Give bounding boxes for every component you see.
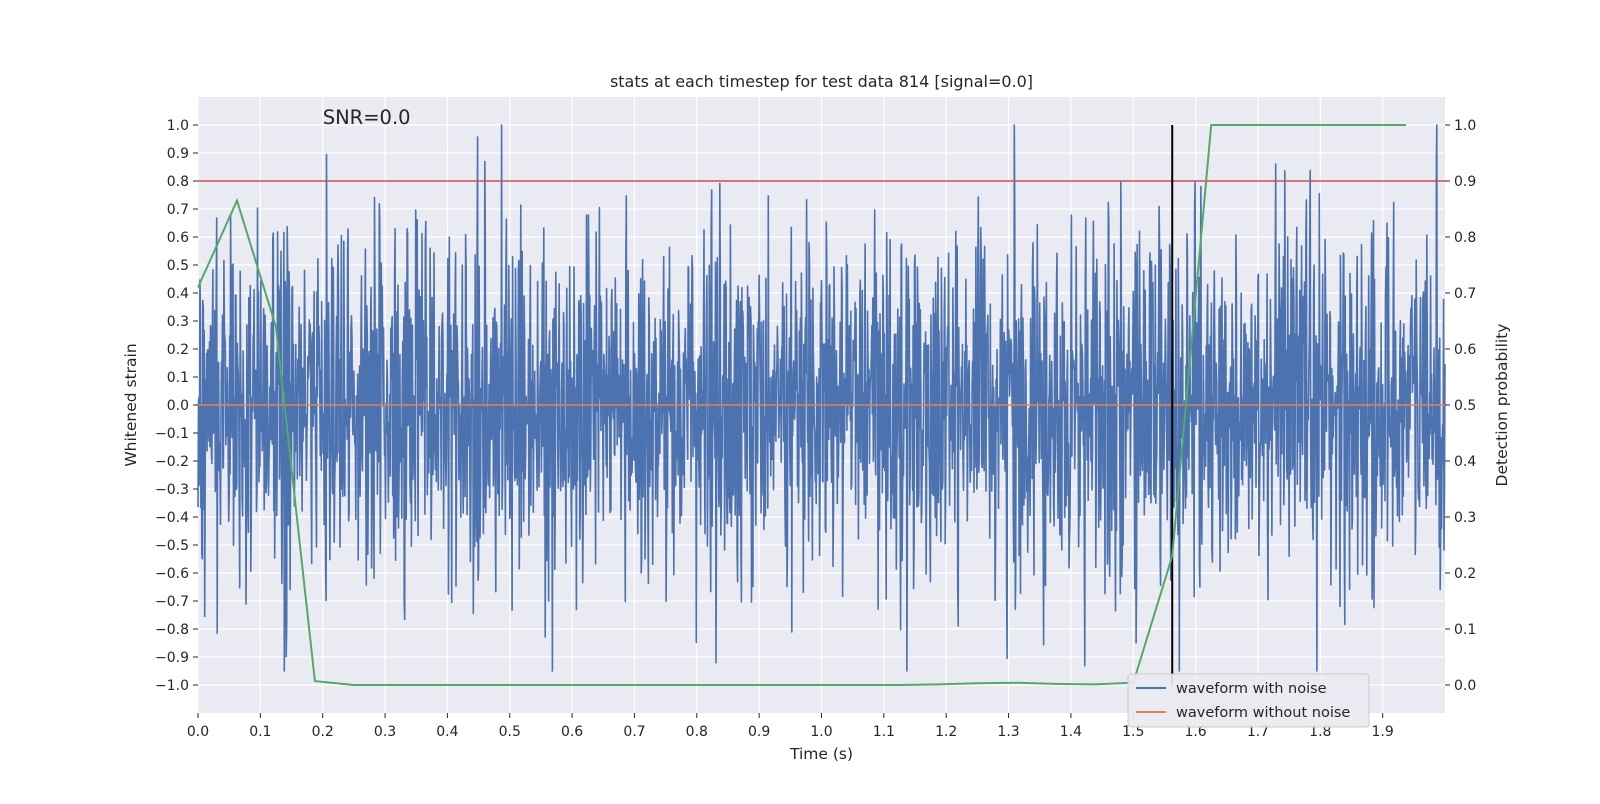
y-tick-label-9: 0.1: [167, 370, 189, 386]
y-tick-label-13: −0.3: [155, 482, 189, 498]
legend-label-noise: waveform with noise: [1176, 681, 1327, 697]
y2-tick-label-2: 0.8: [1454, 230, 1476, 246]
y-tick-label-19: −0.9: [155, 650, 189, 666]
y-tick-label-2: 0.8: [167, 174, 189, 190]
legend: waveform with noise waveform without noi…: [1128, 674, 1369, 727]
y-tick-label-0: 1.0: [167, 118, 189, 134]
y-tick-label-11: −0.1: [155, 426, 189, 442]
x-axis-label: Time (s): [789, 745, 853, 763]
x-tick-label-8: 0.8: [686, 724, 708, 740]
y-axis-label: Whitened strain: [122, 343, 140, 466]
y2-tick-label-6: 0.4: [1454, 454, 1476, 470]
x-tick-label-3: 0.3: [374, 724, 396, 740]
x-tick-label-1: 0.1: [249, 724, 271, 740]
x-tick-label-4: 0.4: [436, 724, 458, 740]
y2-tick-label-4: 0.6: [1454, 342, 1476, 358]
y2-tick-label-3: 0.7: [1454, 286, 1476, 302]
x-tick-label-2: 0.2: [312, 724, 334, 740]
y-tick-label-8: 0.2: [167, 342, 189, 358]
snr-annotation: SNR=0.0: [323, 106, 411, 129]
x-tick-label-12: 1.2: [935, 724, 957, 740]
y-tick-label-15: −0.5: [155, 538, 189, 554]
y-tick-label-3: 0.7: [167, 202, 189, 218]
x-tick-label-9: 0.9: [748, 724, 770, 740]
x-tick-label-10: 1.0: [810, 724, 832, 740]
y2-tick-label-8: 0.2: [1454, 566, 1476, 582]
x-tick-label-7: 0.7: [623, 724, 645, 740]
y-tick-label-12: −0.2: [155, 454, 189, 470]
y-tick-label-6: 0.4: [167, 286, 189, 302]
x-tick-label-11: 1.1: [873, 724, 895, 740]
y2-tick-label-10: 0.0: [1454, 678, 1476, 694]
y-tick-label-17: −0.7: [155, 594, 189, 610]
y-tick-label-16: −0.6: [155, 566, 189, 582]
y2-axis-label: Detection probability: [1493, 324, 1511, 487]
y2-tick-label-5: 0.5: [1454, 398, 1476, 414]
x-tick-label-6: 0.6: [561, 724, 583, 740]
x-tick-label-5: 0.5: [499, 724, 521, 740]
y2-tick-label-1: 0.9: [1454, 174, 1476, 190]
x-tick-label-14: 1.4: [1060, 724, 1082, 740]
y-tick-label-10: 0.0: [167, 398, 189, 414]
y-tick-label-5: 0.5: [167, 258, 189, 274]
y2-tick-label-9: 0.1: [1454, 622, 1476, 638]
x-tick-label-13: 1.3: [997, 724, 1019, 740]
y-tick-label-14: −0.4: [155, 510, 189, 526]
y2-tick-label-7: 0.3: [1454, 510, 1476, 526]
y-tick-label-1: 0.9: [167, 146, 189, 162]
chart-title: stats at each timestep for test data 814…: [610, 72, 1033, 91]
y-tick-label-4: 0.6: [167, 230, 189, 246]
y-tick-label-20: −1.0: [155, 678, 189, 694]
y-tick-label-7: 0.3: [167, 314, 189, 330]
y-tick-label-18: −0.8: [155, 622, 189, 638]
x-tick-label-0: 0.0: [187, 724, 209, 740]
x-tick-label-19: 1.9: [1372, 724, 1394, 740]
legend-label-clean: waveform without noise: [1176, 705, 1350, 721]
y2-tick-label-0: 1.0: [1454, 118, 1476, 134]
